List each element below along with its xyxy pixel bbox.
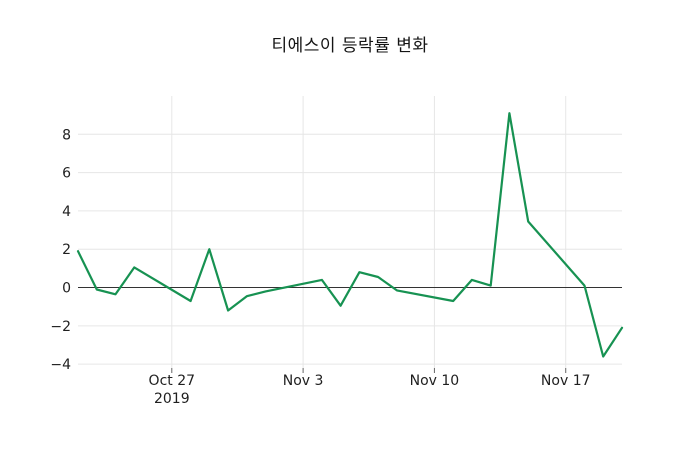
x-tick-label: Nov 3 xyxy=(283,373,324,389)
y-tick-label: 0 xyxy=(62,281,71,297)
y-tick-label: −2 xyxy=(50,319,71,335)
y-tick-label: −4 xyxy=(50,357,71,373)
x-tick-label: Nov 17 xyxy=(541,373,591,389)
x-tick-label: Nov 10 xyxy=(410,373,460,389)
y-tick-label: 2 xyxy=(62,242,71,258)
y-tick-label: 8 xyxy=(62,127,71,143)
y-tick-label: 6 xyxy=(62,166,71,182)
y-tick-label: 4 xyxy=(62,204,71,220)
x-tick-year-label: 2019 xyxy=(154,391,190,407)
series-line-등락률 xyxy=(76,112,624,358)
x-tick-label: Oct 27 xyxy=(149,373,195,389)
chart-title: 티에스이 등락률 변화 xyxy=(271,36,429,56)
